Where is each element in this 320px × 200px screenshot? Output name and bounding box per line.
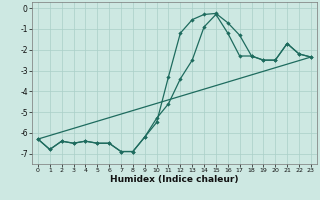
X-axis label: Humidex (Indice chaleur): Humidex (Indice chaleur) [110,175,239,184]
